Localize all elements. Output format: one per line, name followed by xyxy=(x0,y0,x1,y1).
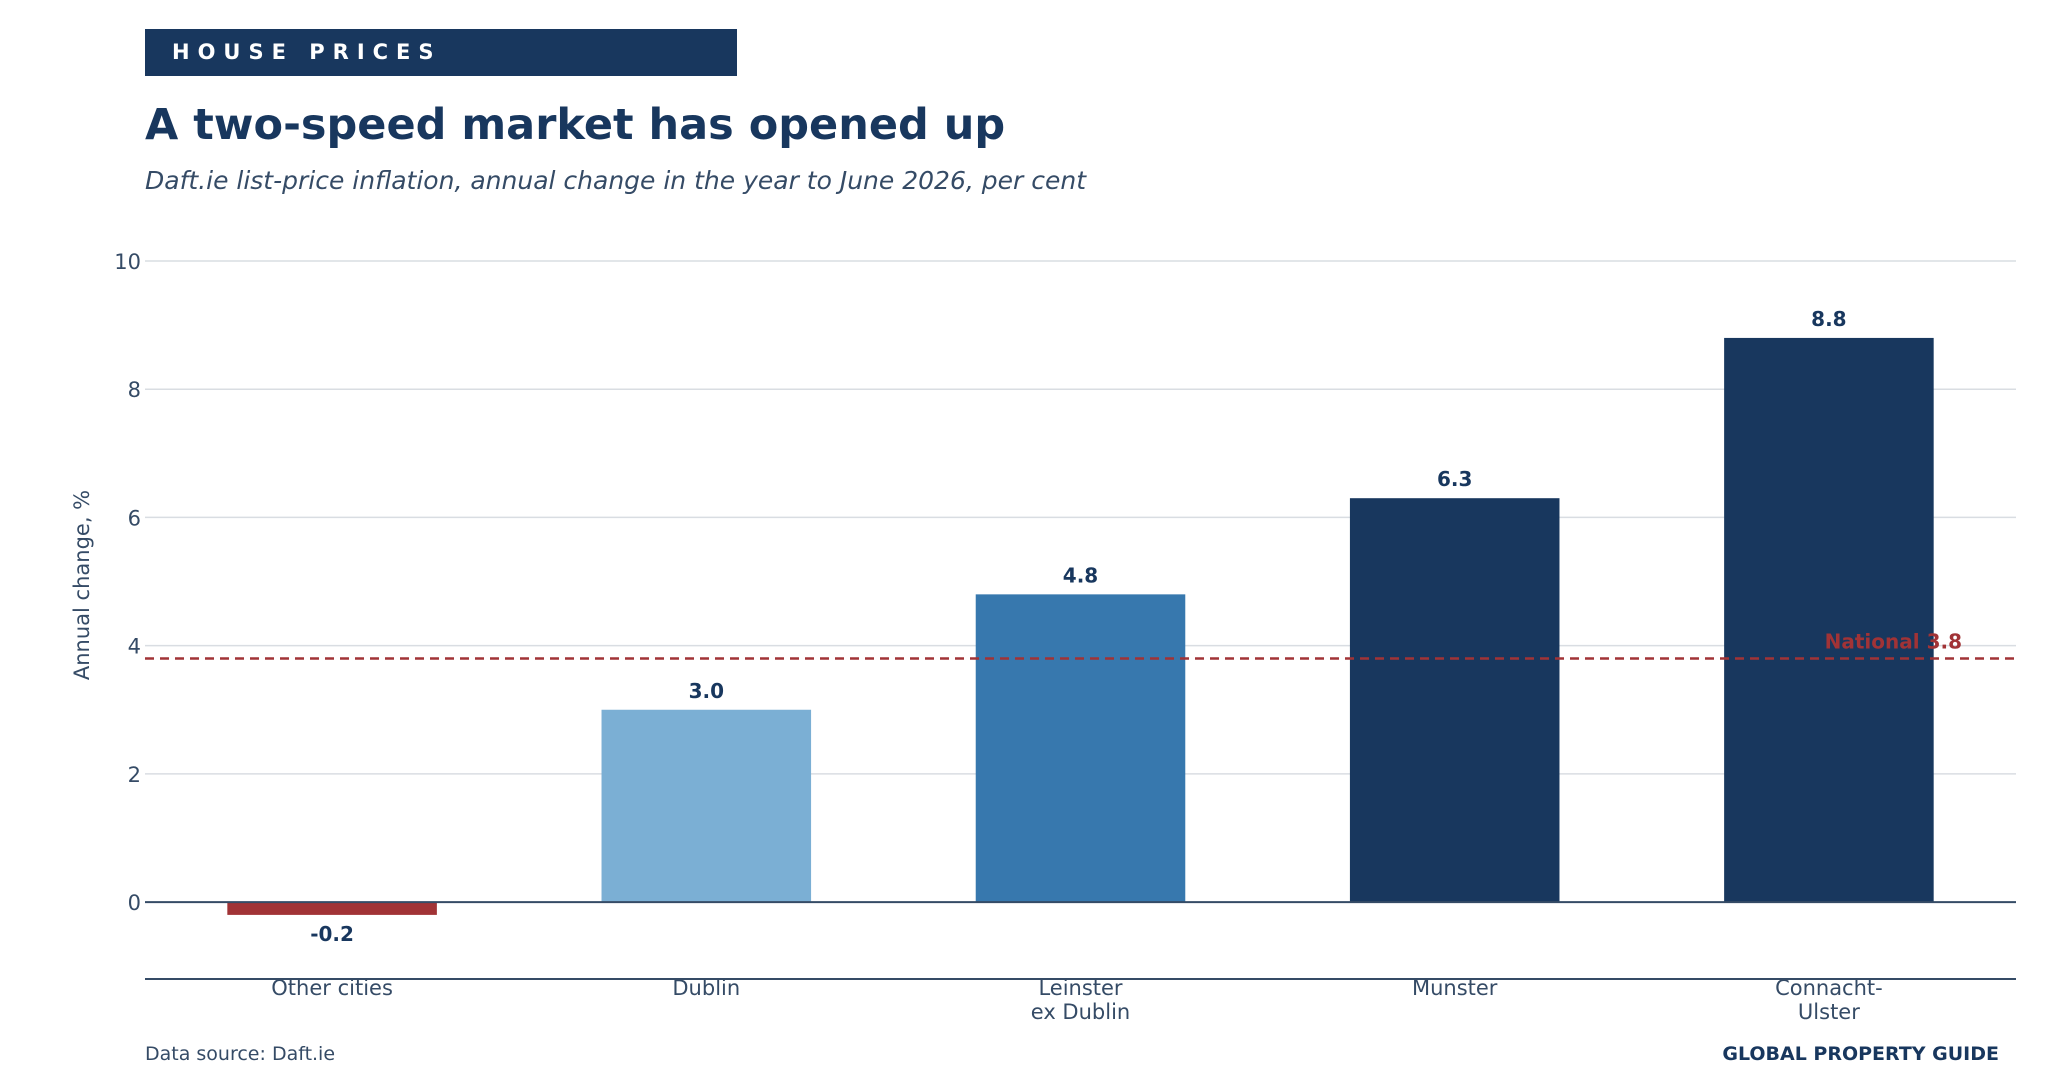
x-tick-label: Leinster ex Dublin xyxy=(1031,976,1130,1024)
y-tick-label: 10 xyxy=(114,250,141,274)
bar xyxy=(975,594,1186,903)
y-tick-label: 8 xyxy=(128,378,141,402)
reference-label: National 3.8 xyxy=(1825,629,1962,653)
bar xyxy=(1724,337,1934,903)
chart-subtitle: Daft.ie list-price inflation, annual cha… xyxy=(145,166,1086,195)
chart-title: A two-speed market has opened up xyxy=(145,100,1006,150)
data-label: 3.0 xyxy=(689,679,724,703)
national-reference: National 3.8 xyxy=(145,629,2016,660)
bar xyxy=(227,902,437,915)
value-labels: -0.2 3.0 4.8 6.3 8.8 xyxy=(310,307,1846,946)
x-tick-line: ex Dublin xyxy=(1031,1000,1130,1024)
bars xyxy=(227,337,1934,915)
y-tick-label: 4 xyxy=(128,635,141,659)
y-axis-tick-labels: 0 2 4 6 8 10 xyxy=(114,250,141,915)
data-source-note: Data source: Daft.ie xyxy=(145,1043,336,1065)
section-banner: HOUSE PRICES xyxy=(145,29,737,76)
brand-name: GLOBAL PROPERTY GUIDE xyxy=(1722,1043,1999,1065)
y-tick-label: 2 xyxy=(128,763,141,787)
data-label: 6.3 xyxy=(1437,467,1472,491)
y-tick-label: 0 xyxy=(128,891,141,915)
y-tick-label: 6 xyxy=(128,506,141,530)
bar xyxy=(601,709,812,903)
x-axis-tick-labels: Other cities Dublin Leinster ex DublinMunst… xyxy=(271,976,1882,1024)
x-tick-line: Ulster xyxy=(1798,1000,1860,1024)
data-label: 8.8 xyxy=(1811,307,1846,331)
y-axis-label: Annual change, % xyxy=(70,490,94,680)
bar xyxy=(1349,498,1560,903)
x-tick-label: Connacht-Ulster xyxy=(1775,976,1883,1024)
data-label: -0.2 xyxy=(310,922,354,946)
data-label: 4.8 xyxy=(1063,563,1098,587)
